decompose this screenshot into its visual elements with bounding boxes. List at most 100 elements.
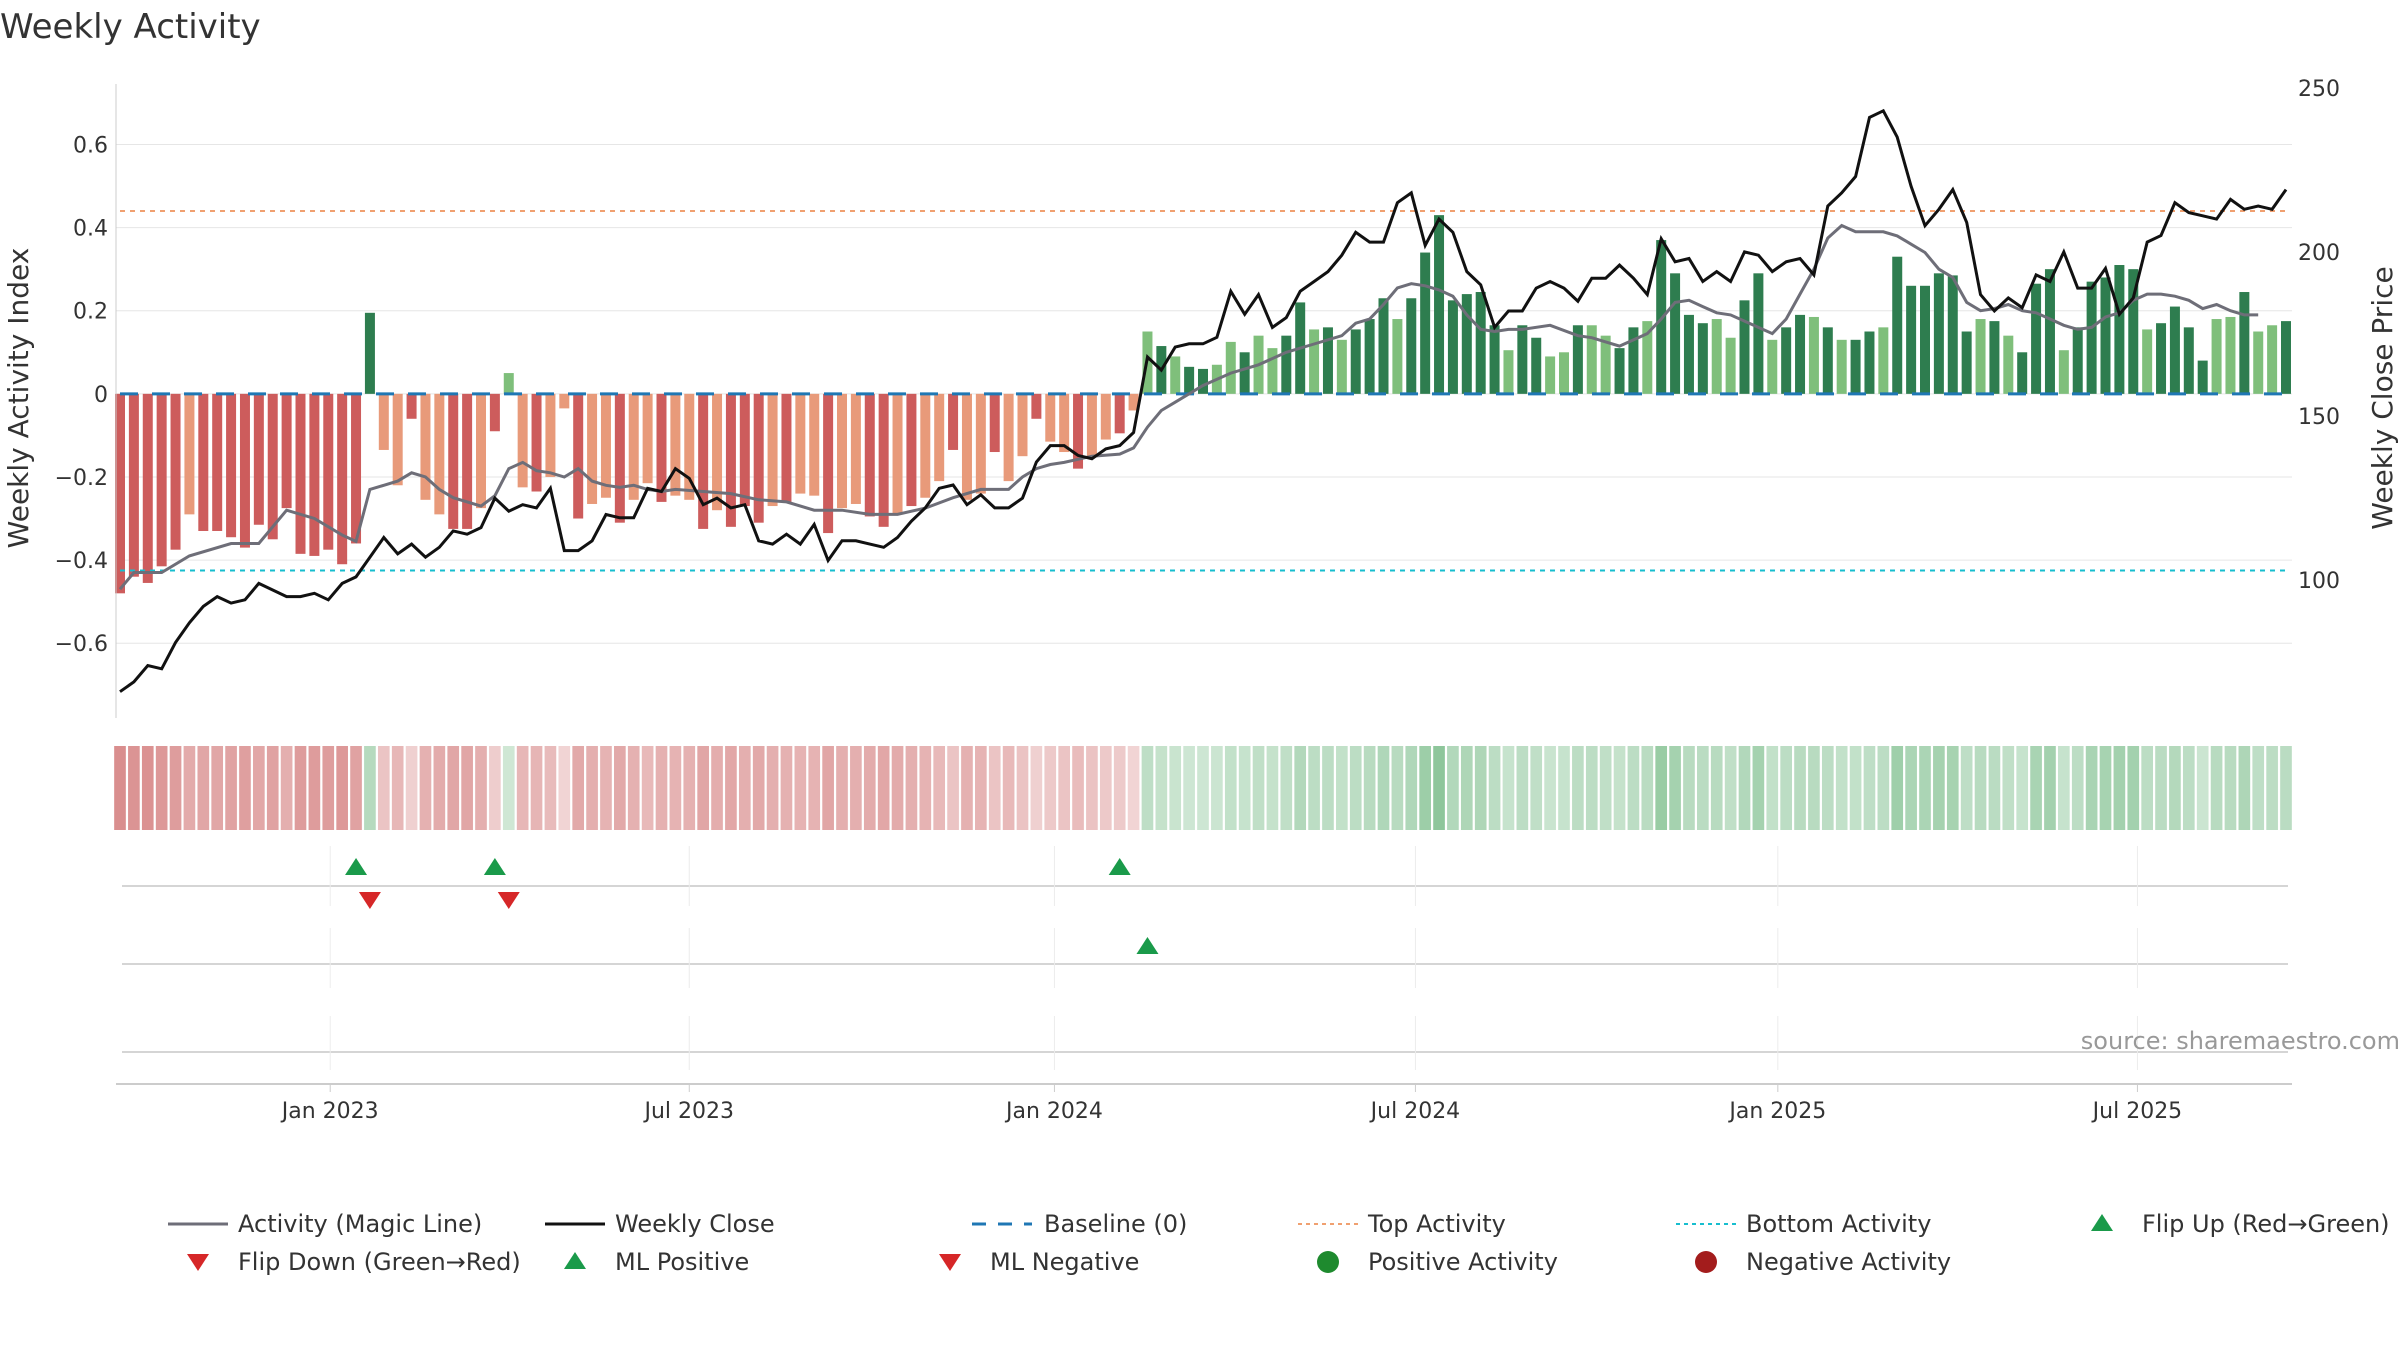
heat-cell: [919, 746, 932, 830]
heat-cell: [2127, 746, 2140, 830]
reference-lines: [120, 209, 2288, 572]
flip-up-marker: [483, 858, 506, 875]
activity-bar: [1031, 393, 1042, 419]
heat-cell: [1419, 746, 1431, 830]
activity-bar: [1461, 294, 1472, 394]
activity-bar: [934, 393, 945, 482]
heat-cell: [558, 746, 571, 830]
heat-cell: [1960, 746, 1973, 830]
heat-cell: [1030, 746, 1043, 830]
activity-bar: [1906, 285, 1917, 394]
weekly-close-line: [119, 108, 2288, 693]
activity-bar: [1434, 215, 1445, 394]
heat-cell: [1322, 746, 1334, 830]
activity-bar: [434, 393, 445, 515]
activity-bar: [2253, 331, 2264, 394]
heat-cell: [1224, 746, 1237, 830]
y-tick-label: −0.4: [55, 549, 108, 574]
activity-bar: [1322, 327, 1333, 394]
activity-bar: [712, 393, 723, 511]
activity-bar: [823, 393, 834, 534]
heat-cell: [2099, 746, 2112, 830]
heat-cell: [2058, 746, 2070, 830]
activity-bar: [212, 393, 223, 531]
heat-cell: [600, 746, 612, 830]
y2-tick-label: 100: [2298, 569, 2340, 594]
activity-bar: [1920, 285, 1930, 394]
activity-bar: [476, 393, 486, 509]
heat-cell: [725, 746, 737, 830]
activity-bar: [156, 393, 167, 567]
heat-cell: [336, 746, 348, 830]
activity-bar: [1198, 368, 1208, 394]
y-axis-label: Weekly Activity Index: [2, 248, 35, 549]
y-tick-label: −0.2: [55, 466, 108, 491]
activity-bar: [1711, 319, 1722, 394]
activity-bar: [1767, 339, 1778, 394]
activity-bar: [1364, 319, 1375, 394]
activity-bar: [1545, 356, 1556, 394]
heat-cell: [1308, 746, 1320, 830]
heat-cell: [1808, 746, 1820, 830]
activity-bar: [961, 393, 972, 500]
heat-cell: [1974, 746, 1987, 830]
heat-cell: [1516, 746, 1529, 830]
heat-cell: [1294, 746, 1307, 830]
legend-label: Activity (Magic Line): [238, 1210, 482, 1238]
activity-bar: [1850, 339, 1861, 394]
heat-cell: [391, 746, 404, 830]
heat-cell: [433, 746, 446, 830]
activity-bar: [628, 393, 639, 500]
heat-cell: [877, 746, 890, 830]
activity-bar: [2225, 316, 2236, 394]
activity-bar: [378, 393, 389, 450]
activity-bar: [684, 393, 695, 500]
activity-bar: [698, 393, 709, 529]
heat-cell: [1683, 746, 1695, 830]
y-tick-label: 0.2: [73, 300, 108, 325]
legend-label: Positive Activity: [1368, 1248, 1558, 1276]
heat-cell: [266, 746, 279, 830]
activity-bar: [920, 393, 931, 498]
heat-cell: [822, 746, 834, 830]
activity-bar: [878, 393, 889, 527]
heat-cell: [2252, 746, 2265, 830]
heat-cell: [1197, 746, 1209, 830]
heat-cell: [1099, 746, 1112, 830]
legend-label: ML Positive: [615, 1248, 749, 1276]
activity-bar: [1489, 325, 1500, 394]
heat-cell: [2030, 746, 2042, 830]
activity-bar: [323, 393, 334, 550]
heat-cell: [530, 746, 543, 830]
heat-cell: [141, 746, 154, 830]
heat-cell: [2044, 746, 2056, 830]
heat-cell: [1183, 746, 1195, 830]
heat-cell: [1724, 746, 1737, 830]
heat-cell: [1363, 746, 1376, 830]
heat-cell: [1544, 746, 1556, 830]
heat-cell: [225, 746, 237, 830]
activity-bar: [517, 393, 528, 488]
heat-cell: [516, 746, 529, 830]
heat-cell: [475, 746, 487, 830]
activity-bar: [1892, 256, 1903, 394]
activity-bar: [448, 393, 459, 529]
activity-bar: [1350, 329, 1361, 394]
activity-bar: [1184, 366, 1195, 394]
legend-swatch: [1317, 1251, 1339, 1273]
activity-bar: [1572, 325, 1583, 394]
legend-swatch: [939, 1254, 961, 1271]
heat-cell: [905, 746, 918, 830]
activity-bar: [2114, 265, 2125, 394]
x-tick-label: Jan 2023: [280, 1099, 379, 1124]
y-tick-label: 0.4: [73, 217, 108, 242]
heat-cell: [1086, 746, 1098, 830]
activity-bar: [753, 393, 764, 523]
heat-cell: [988, 746, 1001, 830]
activity-bar: [1239, 352, 1250, 394]
activity-bar: [2031, 283, 2042, 394]
activity-bars: [115, 215, 2291, 594]
activity-bar: [170, 393, 181, 550]
legend-label: Negative Activity: [1746, 1248, 1951, 1276]
